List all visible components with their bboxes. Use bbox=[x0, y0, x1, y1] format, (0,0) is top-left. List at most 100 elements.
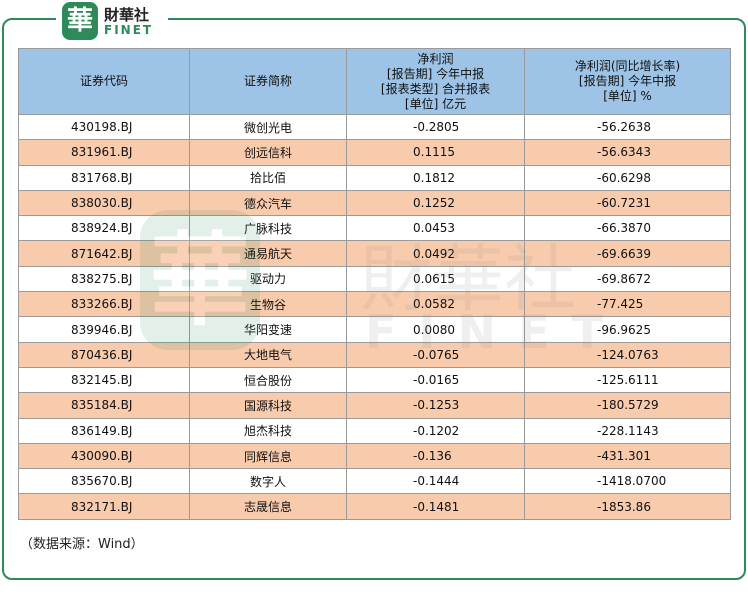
table-cell: 835670.BJ bbox=[18, 468, 190, 495]
table-cell: -1418.0700 bbox=[524, 468, 731, 495]
table-cell: -431.301 bbox=[524, 442, 731, 470]
header-cell: 净利润(同比增长率) [报告期] 今年中报 [单位] % bbox=[524, 48, 731, 115]
table-row: 831768.BJ 拾比佰 0.1812 -60.6298 bbox=[18, 164, 731, 191]
table-row: 832171.BJ 志晟信息 -0.1481 -1853.86 bbox=[18, 493, 731, 520]
table-row: 836149.BJ 旭杰科技 -0.1202 -228.1143 bbox=[18, 417, 731, 444]
header-line: 证券代码 bbox=[79, 74, 128, 88]
table-row: 839946.BJ 华阳变速 0.0080 -96.9625 bbox=[18, 316, 731, 343]
table-cell: -0.1444 bbox=[346, 468, 525, 495]
table-cell: 0.1812 bbox=[346, 164, 525, 191]
table-cell: -1853.86 bbox=[524, 493, 731, 520]
table-row: 870436.BJ 大地电气 -0.0765 -124.0763 bbox=[18, 341, 731, 368]
table-cell: 广脉科技 bbox=[189, 215, 347, 242]
logo-mark: 華 bbox=[62, 2, 98, 40]
table-cell: -60.6298 bbox=[524, 164, 731, 191]
table-cell: 恒合股份 bbox=[189, 366, 347, 394]
table-row: 871642.BJ 通易航天 0.0492 -69.6639 bbox=[18, 240, 731, 267]
table-cell: 0.0492 bbox=[346, 240, 525, 267]
table-cell: 838275.BJ bbox=[18, 265, 190, 293]
table-cell: 通易航天 bbox=[189, 240, 347, 267]
logo: 華 財華社 FINET bbox=[56, 2, 168, 42]
table-cell: 创远信科 bbox=[189, 139, 347, 166]
table-cell: 0.0582 bbox=[346, 291, 525, 318]
table-cell: -180.5729 bbox=[524, 392, 731, 419]
table-row: 838924.BJ 广脉科技 0.0453 -66.3870 bbox=[18, 215, 731, 242]
table-cell: -0.0765 bbox=[346, 341, 525, 368]
table-cell: 838924.BJ bbox=[18, 215, 190, 242]
header-line: [单位] % bbox=[603, 89, 652, 103]
table-cell: 0.0453 bbox=[346, 215, 525, 242]
table-row: 430198.BJ 微创光电 -0.2805 -56.2638 bbox=[18, 113, 731, 141]
table-cell: 0.0615 bbox=[346, 265, 525, 293]
header-line: [报告期] 今年中报 bbox=[578, 74, 677, 88]
table: 证券代码 证券简称 净利润 [报告期] 今年中报 [报表类型] 合并报表 [单位] 亿元净… bbox=[18, 48, 731, 520]
table-cell: -60.7231 bbox=[524, 189, 731, 217]
table-cell: -69.6639 bbox=[524, 240, 731, 267]
table-row: 838030.BJ 德众汽车 0.1252 -60.7231 bbox=[18, 189, 731, 217]
table-cell: 836149.BJ bbox=[18, 417, 190, 444]
table-cell: -124.0763 bbox=[524, 341, 731, 368]
table-cell: -56.6343 bbox=[524, 139, 731, 166]
table-cell: 0.1115 bbox=[346, 139, 525, 166]
table-cell: -125.6111 bbox=[524, 366, 731, 394]
table-cell: 430198.BJ bbox=[18, 113, 190, 141]
table-cell: 832145.BJ bbox=[18, 366, 190, 394]
table-cell: 德众汽车 bbox=[189, 189, 347, 217]
table-cell: 831961.BJ bbox=[18, 139, 190, 166]
table-cell: 志晟信息 bbox=[189, 493, 347, 520]
header-line: [报告期] 今年中报 bbox=[386, 66, 485, 81]
table-cell: -228.1143 bbox=[524, 417, 731, 444]
table-cell: -0.136 bbox=[346, 442, 525, 470]
table-cell: 831768.BJ bbox=[18, 164, 190, 191]
table-cell: 0.0080 bbox=[346, 316, 525, 343]
table-cell: 870436.BJ bbox=[18, 341, 190, 368]
table-cell: -0.0165 bbox=[346, 366, 525, 394]
header-row: 证券代码 证券简称 净利润 [报告期] 今年中报 [报表类型] 合并报表 [单位] 亿元净… bbox=[18, 48, 731, 115]
table-cell: -56.2638 bbox=[524, 113, 731, 141]
table-cell: 国源科技 bbox=[189, 392, 347, 419]
header-cell: 净利润 [报告期] 今年中报 [报表类型] 合并报表 [单位] 亿元 bbox=[346, 48, 525, 115]
table-row: 831961.BJ 创远信科 0.1115 -56.6343 bbox=[18, 139, 731, 166]
table-cell: 微创光电 bbox=[189, 113, 347, 141]
table-row: 833266.BJ 生物谷 0.0582 -77.425 bbox=[18, 291, 731, 318]
table-cell: 430090.BJ bbox=[18, 442, 190, 470]
table-cell: 835184.BJ bbox=[18, 392, 190, 419]
header-line: 证券简称 bbox=[243, 74, 292, 88]
table-cell: 同辉信息 bbox=[189, 442, 347, 470]
table-cell: 839946.BJ bbox=[18, 316, 190, 343]
table-cell: -0.1481 bbox=[346, 493, 525, 520]
table-cell: -69.8672 bbox=[524, 265, 731, 293]
table-cell: 华阳变速 bbox=[189, 316, 347, 343]
table-cell: -96.9625 bbox=[524, 316, 731, 343]
table-cell: 驱动力 bbox=[189, 265, 347, 293]
header-line: [报表类型] 合并报表 bbox=[380, 81, 491, 96]
table-cell: -66.3870 bbox=[524, 215, 731, 242]
header-cell: 证券简称 bbox=[189, 48, 347, 115]
table-cell: 871642.BJ bbox=[18, 240, 190, 267]
header-line: 净利润 bbox=[417, 51, 454, 66]
table-cell: 0.1252 bbox=[346, 189, 525, 217]
table-row: 835184.BJ 国源科技 -0.1253 -180.5729 bbox=[18, 392, 731, 419]
table-cell: -0.2805 bbox=[346, 113, 525, 141]
table-cell: 数字人 bbox=[189, 468, 347, 495]
logo-name: 財華社 bbox=[104, 6, 150, 24]
table-cell: -0.1202 bbox=[346, 417, 525, 444]
table-row: 835670.BJ 数字人 -0.1444 -1418.0700 bbox=[18, 468, 731, 495]
table-cell: -0.1253 bbox=[346, 392, 525, 419]
table-cell: -77.425 bbox=[524, 291, 731, 318]
table-cell: 833266.BJ bbox=[18, 291, 190, 318]
frame bbox=[2, 18, 746, 580]
table-cell: 生物谷 bbox=[189, 291, 347, 318]
table-row: 832145.BJ 恒合股份 -0.0165 -125.6111 bbox=[18, 366, 731, 394]
table-cell: 旭杰科技 bbox=[189, 417, 347, 444]
table-row: 838275.BJ 驱动力 0.0615 -69.8672 bbox=[18, 265, 731, 293]
header-line: [单位] 亿元 bbox=[404, 96, 467, 111]
table-cell: 拾比佰 bbox=[189, 164, 347, 191]
table-cell: 大地电气 bbox=[189, 341, 347, 368]
header-cell: 证券代码 bbox=[18, 48, 190, 115]
logo-en: FINET bbox=[104, 23, 154, 37]
table-cell: 838030.BJ bbox=[18, 189, 190, 217]
table-row: 430090.BJ 同辉信息 -0.136 -431.301 bbox=[18, 442, 731, 470]
table-cell: 832171.BJ bbox=[18, 493, 190, 520]
